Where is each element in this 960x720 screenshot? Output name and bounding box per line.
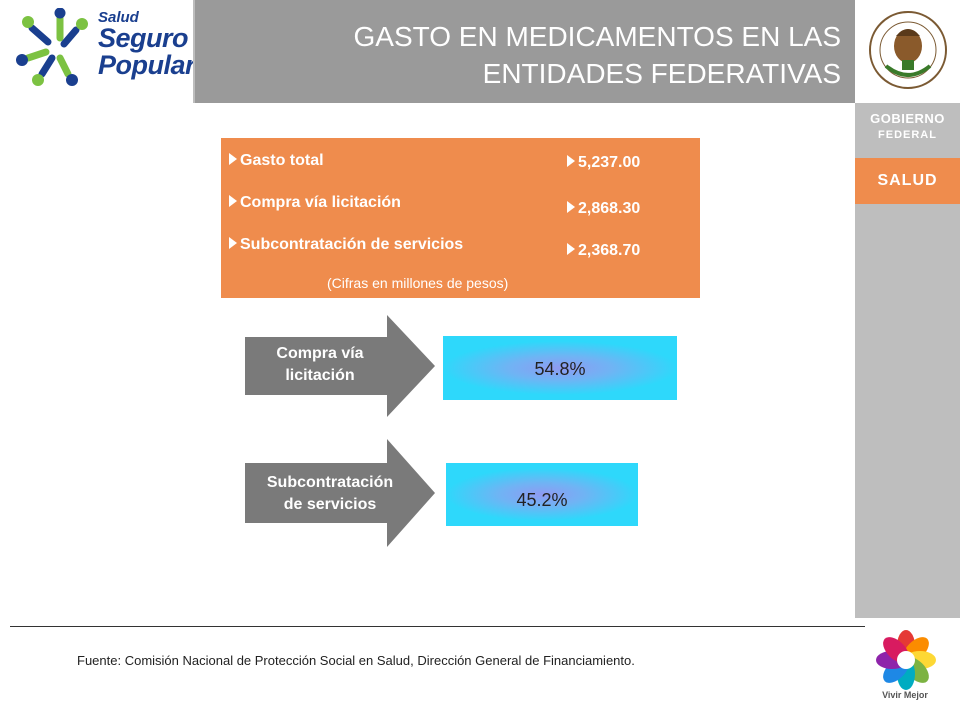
- vivir-mejor-flower-icon: [876, 630, 936, 690]
- arrow-licitacion-label: Compra vía licitación: [245, 343, 395, 387]
- percent-box-subcontratacion: 45.2%: [446, 463, 638, 526]
- bullet-arrow-icon: [229, 195, 237, 207]
- arrow-subcontratacion-shape: [245, 439, 435, 547]
- percent-subcontratacion: 45.2%: [516, 490, 568, 510]
- arrow-subcontratacion-label: Subcontratación de servicios: [245, 472, 415, 516]
- people-circle-icon: [16, 8, 88, 86]
- summary-value-subcontratacion-text: 2,368.70: [578, 242, 641, 259]
- summary-label-licitacion-text: Compra vía licitación: [240, 194, 401, 211]
- summary-value-total-text: 5,237.00: [578, 154, 641, 171]
- mexico-coat-of-arms-icon: [869, 11, 947, 89]
- summary-label-total: Gasto total: [229, 152, 324, 170]
- federal-label: FEDERAL: [878, 129, 937, 141]
- bullet-arrow-icon: [567, 243, 575, 255]
- footer-divider: [10, 626, 865, 627]
- summary-value-subcontratacion: 2,368.70: [567, 242, 640, 260]
- bullet-arrow-icon: [229, 153, 237, 165]
- summary-label-subcontratacion: Subcontratación de servicios: [229, 236, 463, 254]
- page-title-line1: GASTO EN MEDICAMENTOS EN LAS: [353, 21, 841, 52]
- gobierno-federal-label: GOBIERNO FEDERAL: [855, 110, 960, 154]
- gobierno-label: GOBIERNO: [870, 111, 945, 126]
- summary-units-note: (Cifras en millones de pesos): [327, 275, 509, 291]
- bullet-arrow-icon: [567, 201, 575, 213]
- percent-licitacion: 54.8%: [534, 359, 586, 379]
- bullet-arrow-icon: [567, 155, 575, 167]
- summary-label-total-text: Gasto total: [240, 152, 324, 169]
- bullet-arrow-icon: [229, 237, 237, 249]
- vivir-mejor-label: Vivir Mejor: [882, 690, 928, 700]
- arrow-subcontratacion-line2: de servicios: [283, 496, 377, 513]
- summary-label-licitacion: Compra vía licitación: [229, 194, 401, 212]
- summary-value-licitacion-text: 2,868.30: [578, 200, 641, 217]
- arrow-licitacion-line1: Compra vía: [276, 345, 364, 362]
- title-bar: GASTO EN MEDICAMENTOS EN LAS ENTIDADES F…: [195, 0, 855, 103]
- page-title: GASTO EN MEDICAMENTOS EN LAS ENTIDADES F…: [221, 18, 841, 92]
- logo-line2: Seguro: [98, 23, 189, 53]
- logo-wordmark: Salud Seguro Popular: [98, 9, 196, 80]
- arrow-licitacion-line2: licitación: [285, 367, 355, 384]
- salud-badge: SALUD: [855, 158, 960, 204]
- percent-box-licitacion: 54.8%: [443, 336, 677, 400]
- summary-label-subcontratacion-text: Subcontratación de servicios: [240, 236, 464, 253]
- summary-value-total: 5,237.00: [567, 154, 640, 172]
- page-title-line2: ENTIDADES FEDERATIVAS: [482, 58, 841, 89]
- logo-line1: Salud: [98, 9, 139, 26]
- footer-source: Fuente: Comisión Nacional de Protección …: [77, 653, 635, 668]
- logo-line3: Popular: [98, 50, 196, 80]
- arrow-subcontratacion-line1: Subcontratación: [266, 474, 394, 491]
- summary-box: Gasto total 5,237.00 Compra vía licitaci…: [221, 138, 700, 298]
- arrow-licitacion-shape: [245, 315, 435, 417]
- header-divider: [193, 0, 195, 103]
- seguro-popular-logo: Salud Seguro Popular: [0, 0, 196, 103]
- summary-value-licitacion: 2,868.30: [567, 200, 640, 218]
